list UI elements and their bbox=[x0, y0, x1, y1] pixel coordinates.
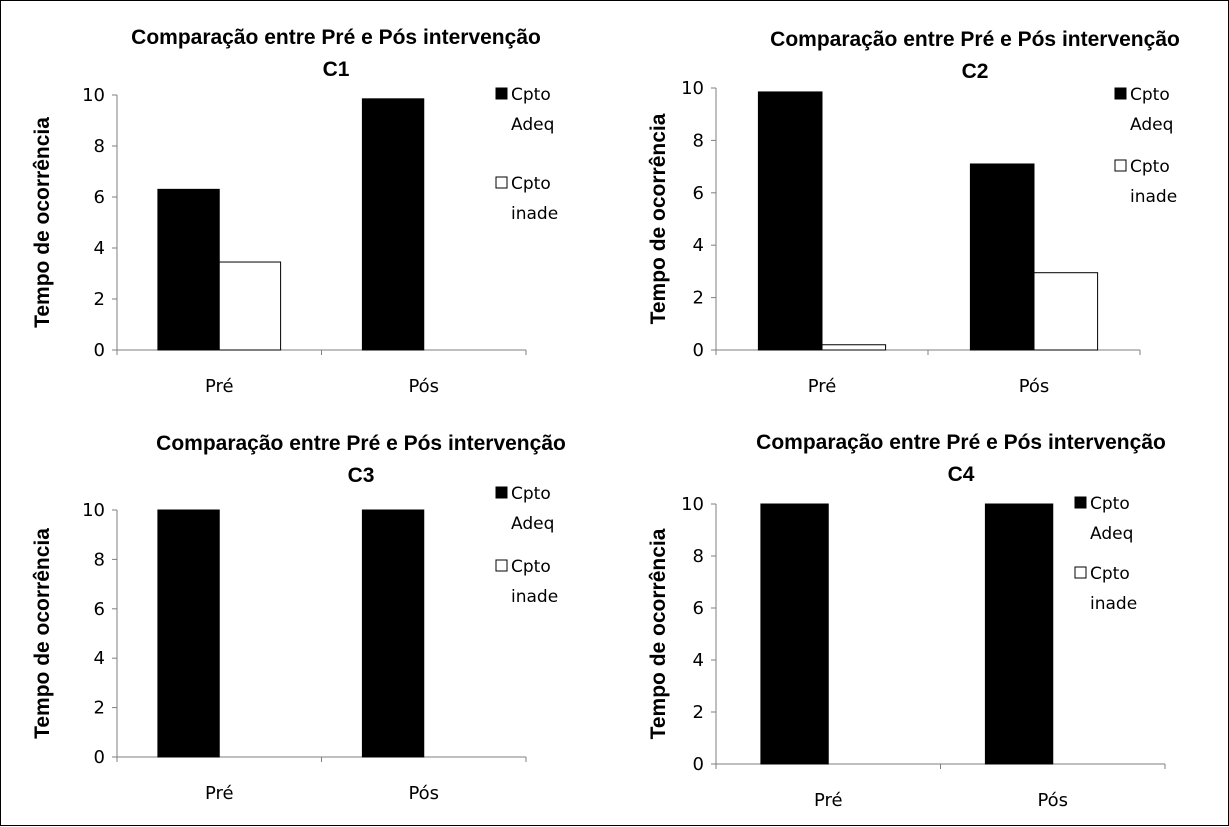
y-tick-label: 8 bbox=[94, 549, 105, 570]
y-tick-label: 10 bbox=[82, 500, 105, 521]
x-category-label: Pós bbox=[408, 376, 439, 397]
y-tick-label: 4 bbox=[94, 648, 105, 669]
y-tick-label: 8 bbox=[693, 546, 704, 567]
legend-label: Cpto inade bbox=[511, 174, 558, 224]
y-axis-label: Tempo de ocorrência bbox=[31, 117, 54, 328]
chart-c4: Comparação entre Pré e Pós intervenção C4… bbox=[647, 431, 1166, 811]
y-axis-label: Tempo de ocorrência bbox=[31, 528, 54, 739]
legend-swatch bbox=[495, 486, 508, 499]
y-tick-label: 2 bbox=[94, 289, 105, 310]
x-category-label: Pós bbox=[408, 783, 439, 804]
y-tick-label: 4 bbox=[693, 650, 704, 671]
bar-inade bbox=[218, 261, 282, 351]
y-tick-label: 2 bbox=[693, 702, 704, 723]
y-tick-label: 10 bbox=[82, 85, 105, 106]
bar-inade bbox=[821, 344, 887, 351]
chart-c2: Comparação entre Pré e Pós intervenção C2… bbox=[647, 28, 1180, 397]
y-tick-label: 4 bbox=[693, 235, 704, 256]
chart-c1: Comparação entre Pré e Pós intervenção C1… bbox=[31, 26, 558, 397]
bar-adeq bbox=[760, 503, 829, 765]
chart-title: Comparação entre Pré e Pós intervenção bbox=[131, 26, 541, 49]
legend-label: Cpto inade bbox=[511, 557, 558, 607]
legend-swatch bbox=[1074, 566, 1087, 579]
y-tick-label: 8 bbox=[94, 136, 105, 157]
chart-subtitle: C1 bbox=[323, 58, 350, 81]
legend-label: Cpto Adeq bbox=[1130, 85, 1173, 135]
chart-title: Comparação entre Pré e Pós intervenção bbox=[156, 432, 566, 455]
legend-swatch bbox=[1114, 159, 1127, 172]
legend-swatch bbox=[495, 559, 508, 572]
y-tick-label: 6 bbox=[693, 598, 704, 619]
legend-label: Cpto Adeq bbox=[511, 85, 554, 135]
y-tick-label: 10 bbox=[681, 494, 704, 515]
bar-adeq bbox=[157, 509, 220, 758]
bar-inade bbox=[1033, 272, 1099, 351]
x-category-label: Pré bbox=[808, 376, 837, 397]
y-tick-label: 2 bbox=[94, 698, 105, 719]
y-tick-label: 6 bbox=[693, 183, 704, 204]
x-category-label: Pós bbox=[1019, 376, 1050, 397]
legend-swatch bbox=[1074, 496, 1087, 509]
chart-subtitle: C3 bbox=[348, 464, 375, 487]
legend-swatch bbox=[495, 176, 508, 189]
y-axis-label: Tempo de ocorrência bbox=[647, 113, 670, 324]
legend-label: Cpto inade bbox=[1130, 157, 1177, 207]
y-tick-label: 0 bbox=[94, 747, 105, 768]
y-axis-label: Tempo de ocorrência bbox=[647, 528, 670, 739]
y-tick-label: 10 bbox=[681, 78, 704, 99]
bar-adeq bbox=[969, 163, 1035, 351]
legend-label: Cpto inade bbox=[1090, 564, 1137, 614]
chart-subtitle: C2 bbox=[962, 60, 989, 83]
x-category-label: Pós bbox=[1037, 790, 1068, 811]
legend-swatch bbox=[495, 87, 508, 100]
bar-adeq bbox=[757, 91, 823, 351]
bar-adeq bbox=[157, 188, 220, 351]
chart-subtitle: C4 bbox=[948, 463, 975, 486]
y-tick-label: 6 bbox=[94, 187, 105, 208]
legend-label: Cpto Adeq bbox=[1090, 494, 1133, 544]
y-tick-label: 0 bbox=[693, 754, 704, 775]
bar-adeq bbox=[984, 503, 1054, 765]
legend-swatch bbox=[1114, 87, 1127, 100]
bar-adeq bbox=[361, 509, 425, 758]
y-tick-label: 4 bbox=[94, 238, 105, 259]
x-category-label: Pré bbox=[814, 790, 843, 811]
x-category-label: Pré bbox=[205, 783, 234, 804]
y-tick-label: 8 bbox=[693, 130, 704, 151]
chart-title: Comparação entre Pré e Pós intervenção bbox=[770, 28, 1180, 51]
y-tick-label: 6 bbox=[94, 599, 105, 620]
legend-label: Cpto Adeq bbox=[511, 484, 554, 534]
y-tick-label: 0 bbox=[94, 340, 105, 361]
bar-adeq bbox=[361, 98, 425, 351]
y-tick-label: 2 bbox=[693, 288, 704, 309]
chart-title: Comparação entre Pré e Pós intervenção bbox=[756, 431, 1166, 454]
y-tick-label: 0 bbox=[693, 340, 704, 361]
x-category-label: Pré bbox=[205, 376, 234, 397]
chart-c3: Comparação entre Pré e Pós intervenção C3… bbox=[31, 432, 566, 804]
